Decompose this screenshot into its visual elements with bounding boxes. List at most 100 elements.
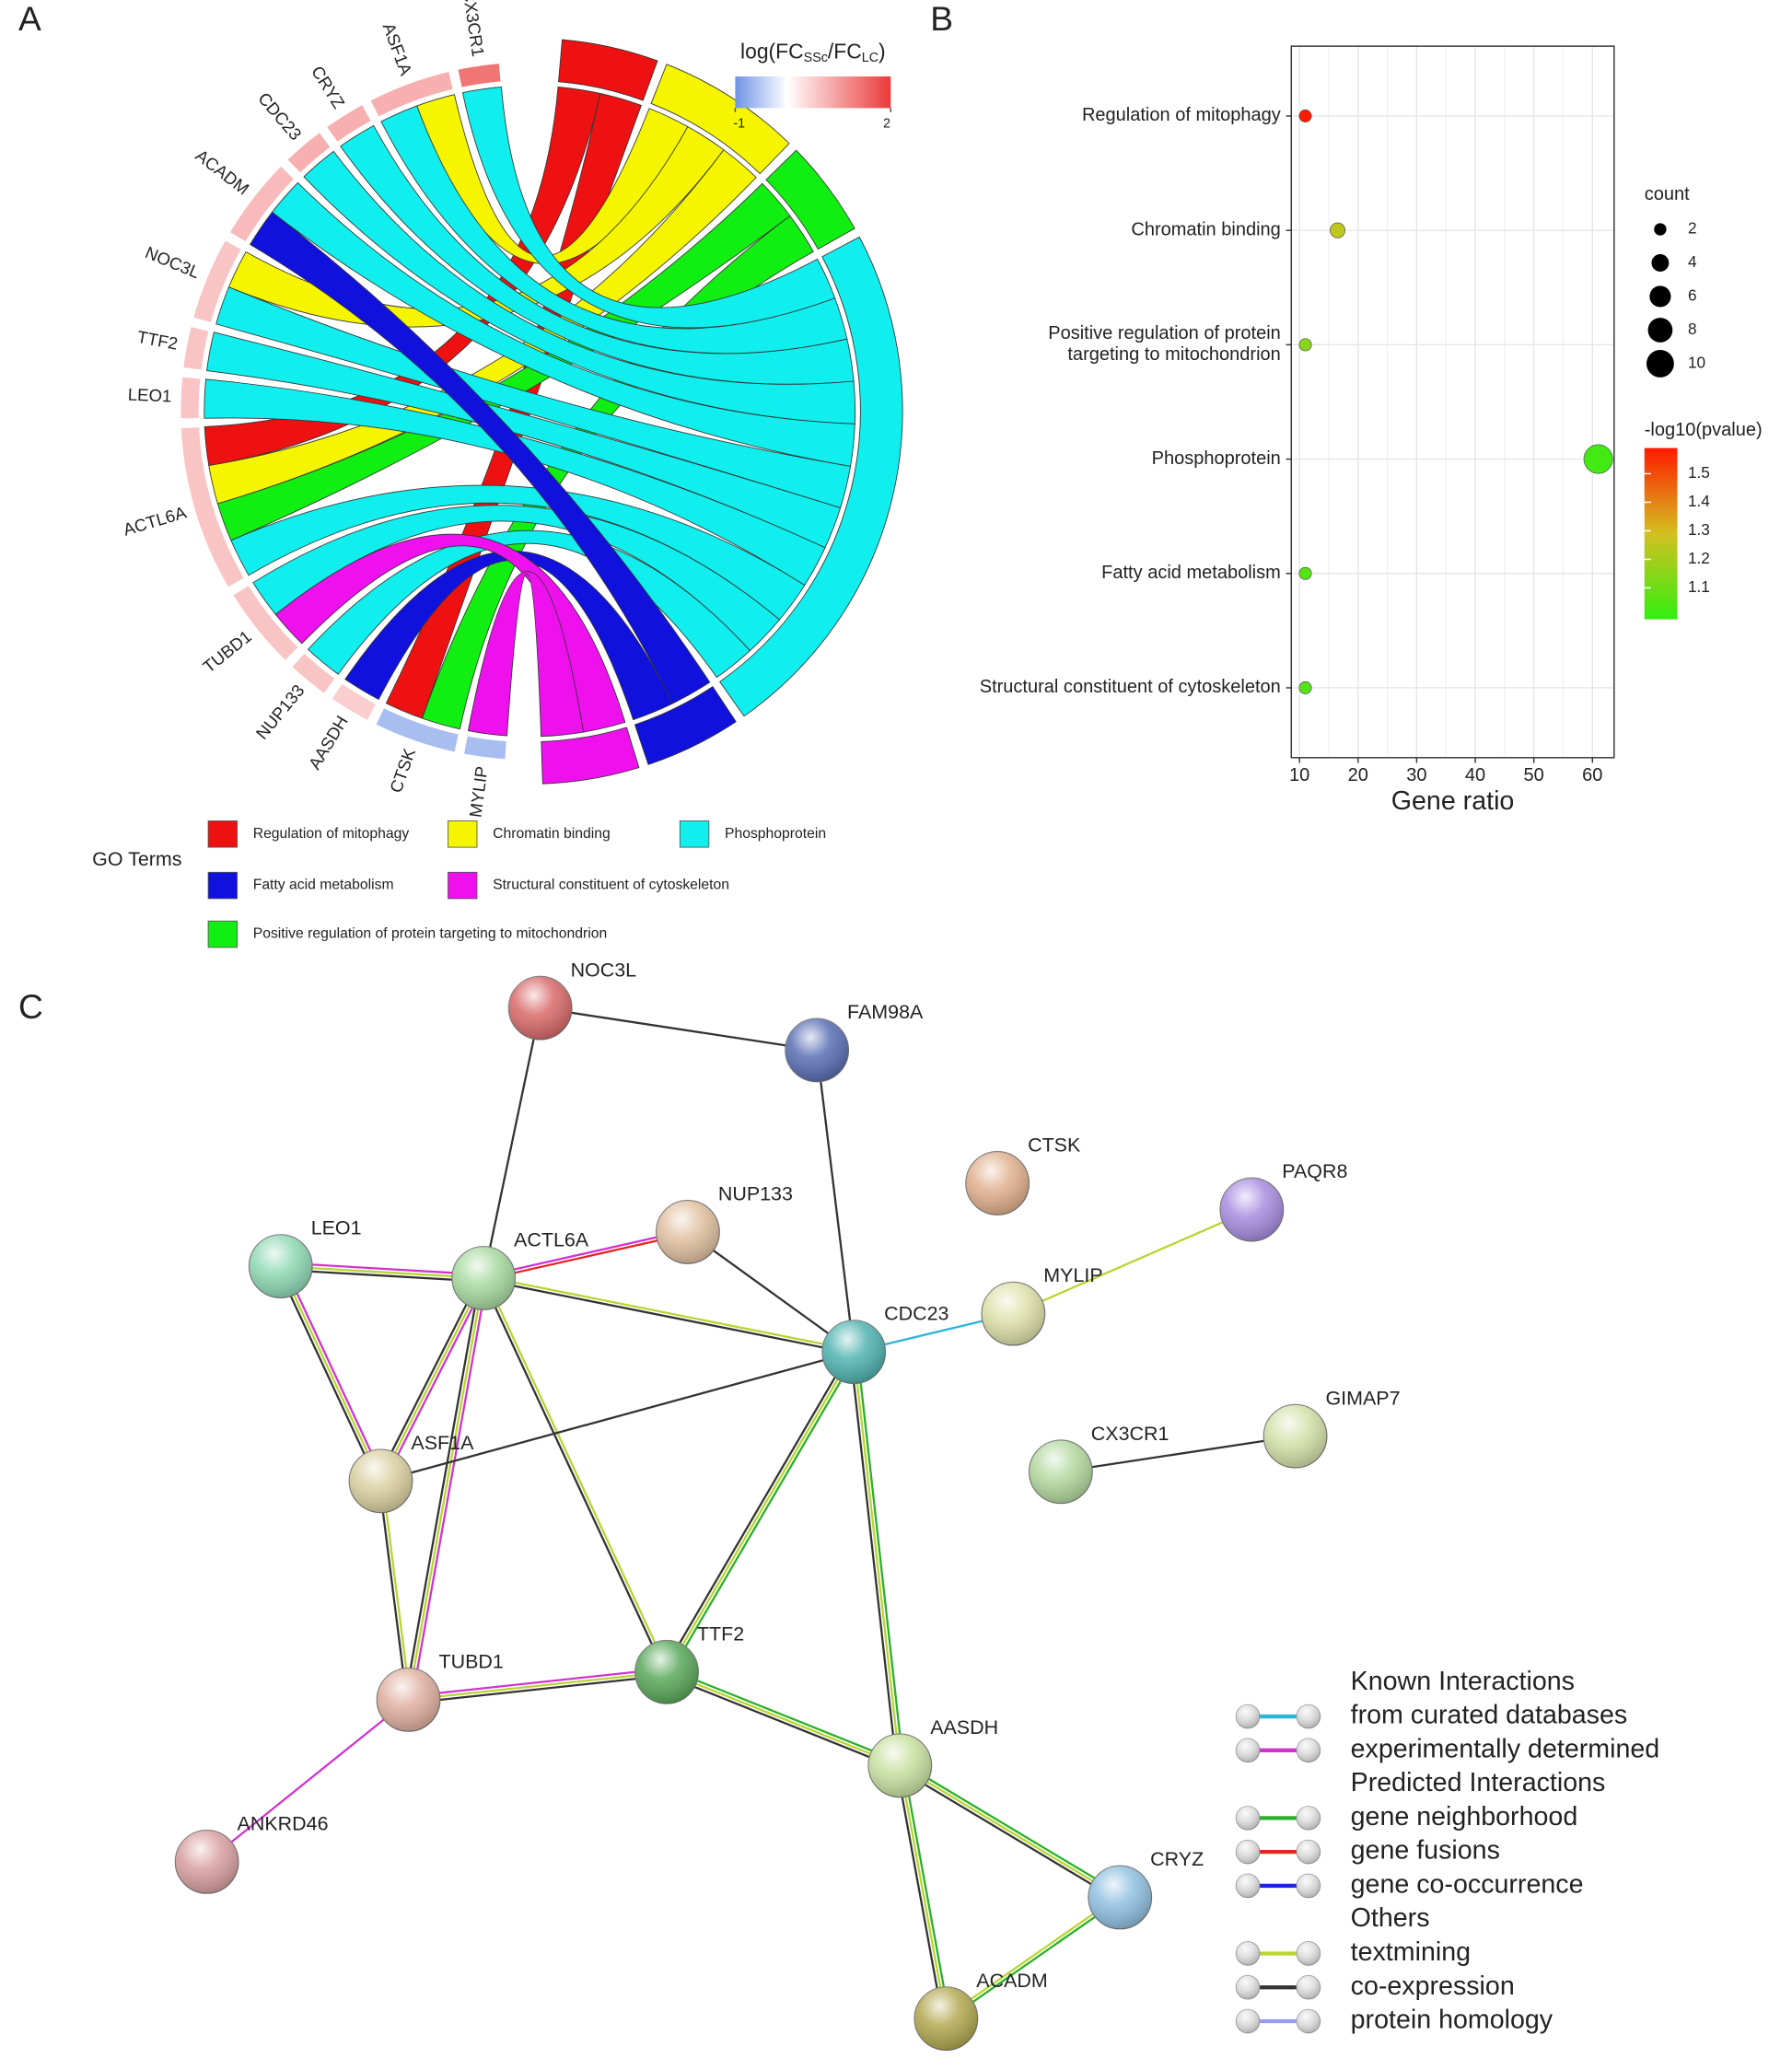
node-label: ASF1A <box>411 1432 474 1454</box>
edge <box>540 1006 818 1052</box>
colorbar-title-part: ) <box>879 39 886 63</box>
edge <box>483 1275 855 1352</box>
legend-ball-shine <box>1296 1738 1321 1762</box>
gene-label: TTF2 <box>135 327 180 354</box>
node-shine <box>451 1246 516 1310</box>
edge <box>899 1764 1121 1899</box>
edge <box>483 1278 855 1355</box>
node-label: PAQR8 <box>1282 1160 1347 1182</box>
gene-sector <box>326 104 372 143</box>
gene-label: CX3CR1 <box>459 0 488 58</box>
ribbon <box>344 550 674 721</box>
node-label: TTF2 <box>697 1622 744 1645</box>
dot <box>1298 566 1312 580</box>
gene-label: NOC3L <box>143 242 203 282</box>
node-shine <box>634 1640 699 1704</box>
term-sector <box>719 236 903 717</box>
edge <box>853 1352 902 1766</box>
edge <box>895 1765 944 2020</box>
edge <box>283 1264 385 1481</box>
legend-label: gene fusions <box>1351 1836 1500 1866</box>
legend-swatch <box>207 920 238 948</box>
legend-label: textmining <box>1351 1937 1471 1967</box>
gene-sector <box>463 735 507 761</box>
colorbar <box>735 76 891 109</box>
term-sector <box>558 39 658 101</box>
node-shine <box>1263 1404 1327 1469</box>
edge <box>382 1279 488 1483</box>
size-legend-dot <box>1647 318 1673 343</box>
gene-label: CTSK <box>386 745 419 795</box>
edge <box>816 1050 855 1353</box>
node-label: MYLIP <box>1043 1264 1102 1286</box>
edge <box>403 1277 482 1700</box>
term-sector <box>541 727 640 785</box>
node-label: ACADM <box>976 1970 1047 1992</box>
ribbon <box>461 86 836 329</box>
legend-ball-shine <box>1236 1975 1260 2000</box>
node-shine <box>982 1282 1045 1345</box>
legend-ball-shine <box>1236 1874 1260 1898</box>
size-legend-dot <box>1651 254 1670 272</box>
x-axis-title: Gene ratio <box>1391 786 1515 816</box>
ribbons <box>204 86 856 738</box>
color-legend-bar <box>1644 448 1678 620</box>
x-tick-label: 50 <box>1524 765 1544 785</box>
edge <box>666 1670 901 1767</box>
node-label: CX3CR1 <box>1091 1423 1169 1445</box>
legend-title: GO Terms <box>92 848 181 870</box>
panel-label: C <box>18 987 43 1026</box>
x-tick-label: 30 <box>1406 765 1426 785</box>
gene-label: TUBD1 <box>199 626 255 676</box>
node-shine <box>656 1200 720 1264</box>
legend-label: Structural constituent of cytoskeleton <box>493 878 729 893</box>
legend-ball-shine <box>1236 1806 1260 1831</box>
node-shine <box>1029 1439 1093 1504</box>
node-label: NOC3L <box>571 959 637 981</box>
edge <box>483 1276 669 1672</box>
edge <box>205 1698 410 1863</box>
legend-label: Phosphoprotein <box>725 826 826 842</box>
gene-sector <box>180 376 202 420</box>
legend-label: gene neighborhood <box>1351 1802 1578 1832</box>
ribbon <box>380 105 848 355</box>
edge <box>408 1670 668 1702</box>
size-legend-label: 6 <box>1688 286 1697 305</box>
edge <box>408 1667 667 1698</box>
y-tick-label: Chromatin binding <box>1131 219 1280 239</box>
legend-swatch <box>207 871 238 900</box>
y-tick-label: Fatty acid metabolism <box>1101 563 1281 583</box>
x-tick-label: 60 <box>1582 765 1602 785</box>
edge <box>377 1275 482 1481</box>
node-label: ACTL6A <box>514 1229 589 1251</box>
node-label: CTSK <box>1028 1134 1081 1157</box>
edge <box>1060 1435 1296 1473</box>
legend-ball-shine <box>1236 1704 1260 1728</box>
y-tick-label: Phosphoprotein <box>1152 448 1281 469</box>
size-legend-label: 8 <box>1688 320 1697 338</box>
edge <box>483 1007 541 1279</box>
node-shine <box>508 976 573 1041</box>
gene-sector <box>291 652 336 694</box>
gene-label: LEO1 <box>127 385 171 406</box>
color-legend-label: 1.1 <box>1688 577 1710 596</box>
node-label: AASDH <box>930 1716 998 1739</box>
edge <box>902 1764 951 2018</box>
size-legend-title: count <box>1645 184 1690 204</box>
edge <box>481 1278 667 1674</box>
node-shine <box>349 1449 413 1513</box>
edge <box>667 1668 902 1764</box>
edge <box>899 1765 948 2019</box>
term-sector <box>765 149 855 250</box>
panel-label: B <box>930 0 953 38</box>
edge <box>483 1228 688 1278</box>
edge <box>687 1230 855 1354</box>
edge <box>381 1480 412 1700</box>
term-sector <box>650 64 790 175</box>
gene-sector <box>331 682 377 721</box>
colorbar-title-part: SSc <box>804 51 828 65</box>
gene-sector <box>369 71 454 118</box>
edge <box>411 1278 488 1701</box>
node-label: TUBD1 <box>438 1650 503 1672</box>
